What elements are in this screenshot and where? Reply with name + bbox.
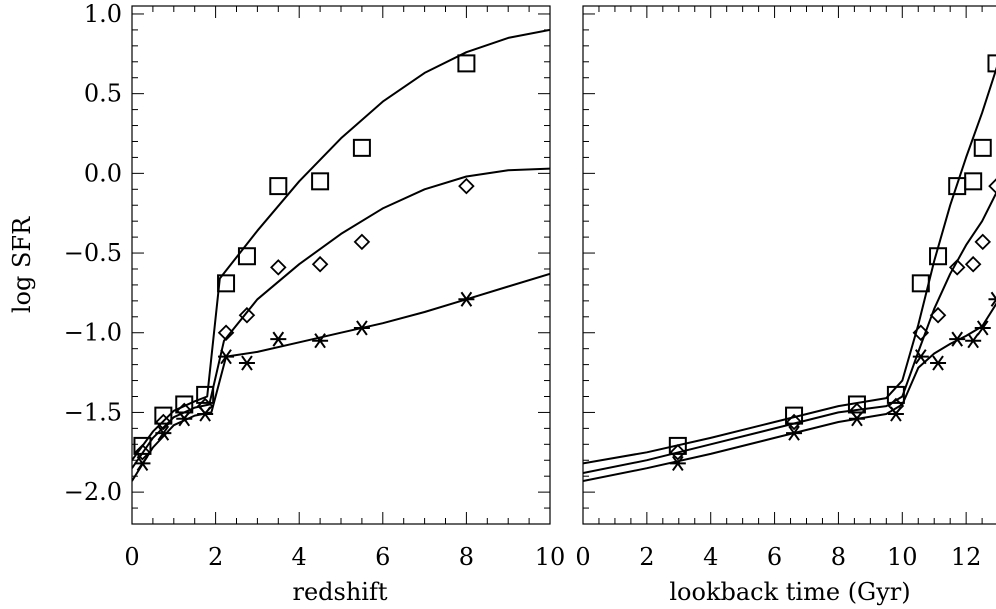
y-tick-label: −1.0 — [64, 319, 122, 347]
x-tick-label: 0 — [575, 543, 590, 571]
x-axis-label-redshift: redshift — [292, 578, 387, 606]
y-axis-label: log SFR — [8, 216, 36, 313]
square-marker — [312, 173, 328, 189]
panel-redshift: 0 2 4 6 8 10 −2.0 −1.5 −1.0 −0.5 0.0 0.5 1.0 log SFR… — [8, 0, 565, 606]
asterisk-marker — [975, 321, 991, 335]
asterisk-fit-line — [583, 301, 996, 481]
x-tick-label: 4 — [703, 543, 718, 571]
x-tick-label: 6 — [767, 543, 782, 571]
x-tick-label: 4 — [292, 543, 307, 571]
plot-frame — [132, 6, 550, 524]
y-tick-label: 0.0 — [84, 159, 122, 187]
diamond-marker — [989, 179, 996, 193]
asterisk-marker — [849, 412, 865, 426]
diamond-marker — [240, 308, 254, 322]
diamond-fit-line — [132, 169, 550, 469]
panel-redshift-marks: 0 2 4 6 8 10 −2.0 −1.5 −1.0 −0.5 0.0 0.5 1.0 — [64, 0, 566, 571]
y-tick-label: −1.5 — [64, 398, 122, 426]
square-marker — [354, 140, 370, 156]
x-tick-label: 2 — [208, 543, 223, 571]
x-tick-label: 8 — [831, 543, 846, 571]
y-tick-label: −2.0 — [64, 478, 122, 506]
square-fit-line — [132, 30, 550, 460]
panel-lookback-marks: 0 2 4 6 8 10 12 — [575, 6, 996, 571]
square-marker — [965, 173, 981, 189]
asterisk-marker — [239, 356, 255, 370]
square-marker — [988, 55, 996, 71]
x-tick-label: 10 — [535, 543, 566, 571]
square-marker — [270, 178, 286, 194]
x-tick-label: 0 — [124, 543, 139, 571]
y-tick-label: 1.0 — [84, 0, 122, 28]
x-axis-label-lookback: lookback time (Gyr) — [669, 578, 910, 606]
square-marker — [975, 140, 991, 156]
asterisk-fit-line — [132, 274, 550, 481]
y-tick-label: −0.5 — [64, 239, 122, 267]
x-tick-label: 6 — [375, 543, 390, 571]
x-tick-label: 8 — [459, 543, 474, 571]
series-layer — [132, 30, 550, 481]
diamond-marker — [976, 235, 990, 249]
series-layer — [583, 55, 996, 481]
square-marker — [458, 55, 474, 71]
diamond-marker — [313, 257, 327, 271]
x-tick-label: 2 — [639, 543, 654, 571]
asterisk-marker — [458, 292, 474, 306]
panel-lookback: 0 2 4 6 8 10 12 lookback time (Gyr) — [575, 6, 996, 606]
diamond-marker — [966, 257, 980, 271]
x-tick-label: 12 — [951, 543, 982, 571]
diamond-marker — [459, 179, 473, 193]
y-tick-label: 0.5 — [84, 80, 122, 108]
diamond-marker — [271, 260, 285, 274]
x-tick-label: 10 — [887, 543, 918, 571]
asterisk-marker — [197, 407, 213, 421]
asterisk-marker — [930, 356, 946, 370]
diamond-fit-line — [583, 189, 996, 473]
asterisk-marker — [354, 321, 370, 335]
diamond-marker — [355, 235, 369, 249]
asterisk-marker — [270, 332, 286, 346]
